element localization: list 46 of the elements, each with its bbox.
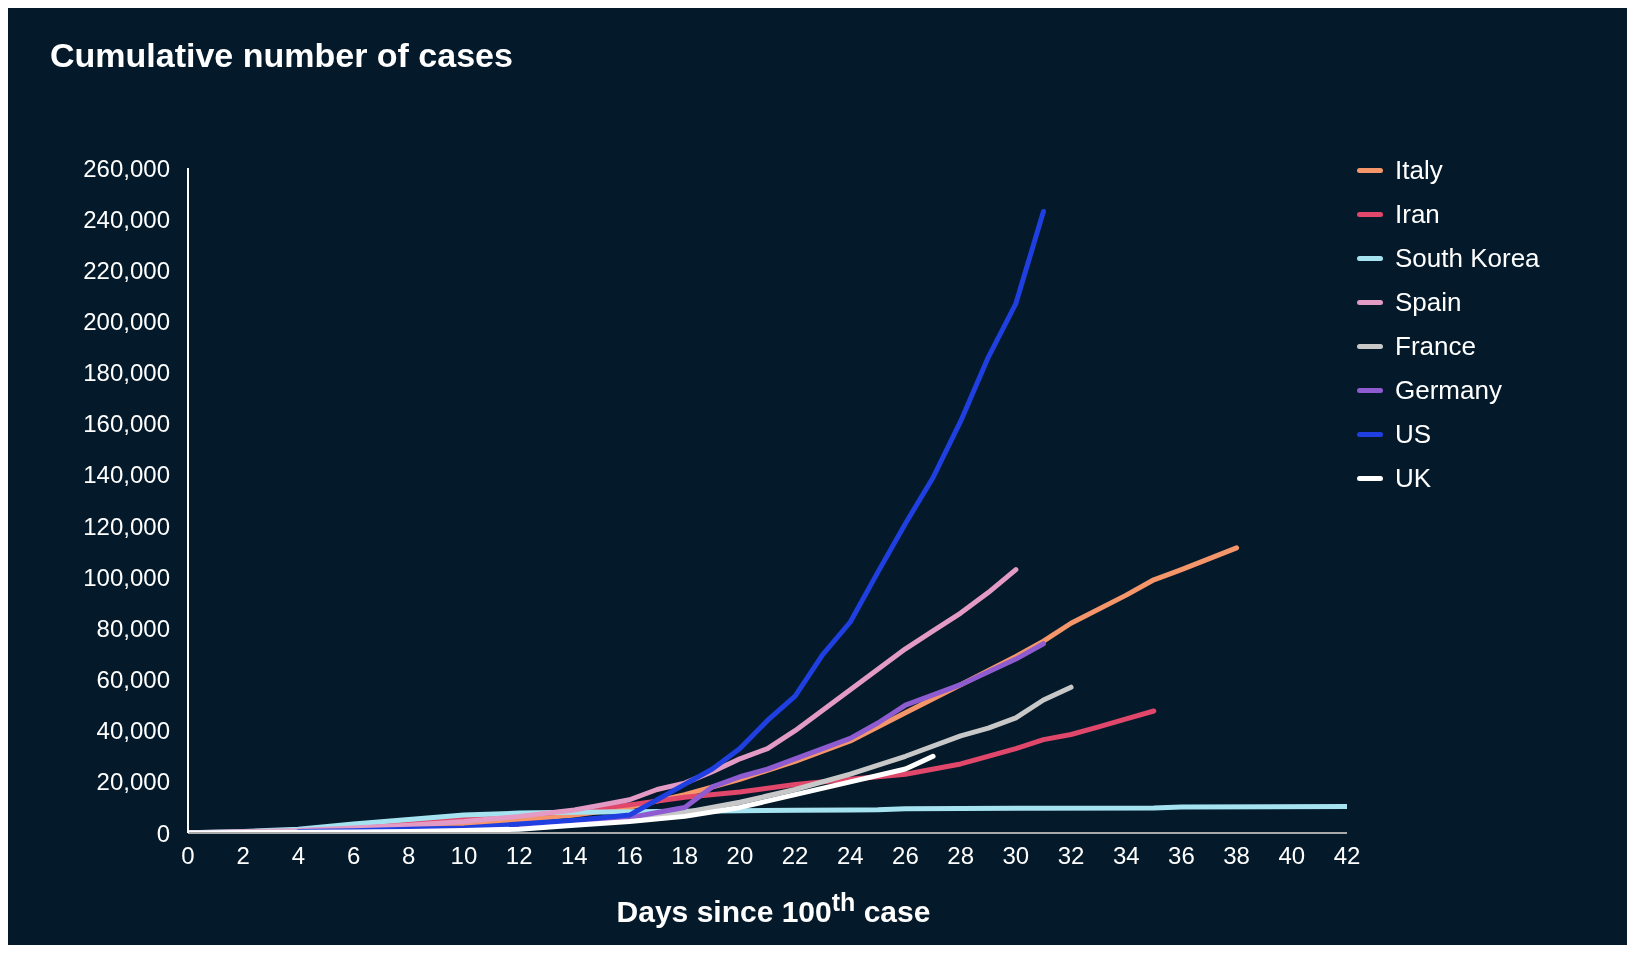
x-tick-label: 10 <box>450 842 478 870</box>
x-tick-label: 26 <box>892 842 919 870</box>
x-tick-label: 36 <box>1168 842 1195 870</box>
legend-label: Italy <box>1395 154 1443 187</box>
x-tick-label: 20 <box>726 842 754 870</box>
x-axis-title: Days since 100$^{th}$ case <box>615 888 932 929</box>
x-tick-label: 2 <box>236 842 250 870</box>
x-tick-label: 22 <box>781 842 809 870</box>
y-tick-label: 80,000 <box>96 614 170 642</box>
x-tick-label: 6 <box>346 842 361 870</box>
x-tick-label: 32 <box>1057 842 1085 870</box>
x-tick-label: 14 <box>560 842 588 870</box>
x-tick-label: 0 <box>181 842 195 870</box>
legend-label: Iran <box>1395 198 1440 231</box>
y-tick-label: 60,000 <box>96 666 170 694</box>
y-tick-label: 260,000 <box>83 154 170 182</box>
x-tick-label: 34 <box>1112 842 1140 870</box>
x-tick-label: 12 <box>505 842 533 870</box>
y-tick-label: 160,000 <box>83 410 170 438</box>
x-tick-label: 18 <box>671 842 699 870</box>
chart-title: Cumulative number of cases <box>50 36 513 75</box>
y-tick-label: 180,000 <box>83 359 170 387</box>
x-tick-label: 4 <box>291 842 306 870</box>
legend-label: UK <box>1395 462 1432 495</box>
legend-label: South Korea <box>1395 242 1540 275</box>
y-tick-label: 100,000 <box>83 563 170 591</box>
x-tick-label: 38 <box>1223 842 1250 870</box>
y-tick-label: 200,000 <box>83 307 170 335</box>
x-tick-label: 24 <box>836 842 864 870</box>
x-tick-label: 8 <box>402 842 416 870</box>
x-tick-label: 16 <box>616 842 643 870</box>
x-tick-label: 40 <box>1278 842 1306 870</box>
legend-label: US <box>1395 418 1432 451</box>
legend-label: Germany <box>1395 374 1502 407</box>
y-tick-label: 240,000 <box>83 205 170 233</box>
y-tick-label: 140,000 <box>83 461 170 489</box>
legend-label: France <box>1395 330 1476 363</box>
y-tick-label: 0 <box>156 819 170 847</box>
y-tick-label: 120,000 <box>83 512 170 540</box>
y-tick-label: 20,000 <box>96 768 170 796</box>
y-tick-label: 220,000 <box>83 256 170 284</box>
x-tick-label: 42 <box>1333 842 1361 870</box>
y-tick-label: 40,000 <box>96 717 170 745</box>
legend-label: Spain <box>1395 286 1462 319</box>
x-tick-label: 30 <box>1002 842 1030 870</box>
x-tick-label: 28 <box>947 842 975 870</box>
